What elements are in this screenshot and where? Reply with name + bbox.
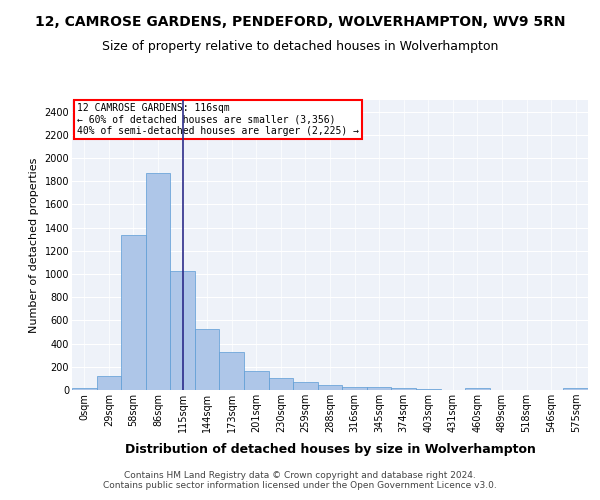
- Bar: [195, 328, 220, 390]
- Bar: [220, 352, 244, 390]
- Bar: [367, 387, 391, 390]
- Bar: [465, 388, 490, 390]
- Bar: [563, 388, 588, 390]
- Bar: [170, 270, 195, 390]
- Bar: [72, 388, 97, 390]
- Bar: [121, 234, 146, 390]
- Bar: [244, 372, 269, 390]
- Bar: [293, 382, 318, 390]
- Bar: [269, 378, 293, 390]
- Bar: [391, 388, 416, 390]
- Text: Size of property relative to detached houses in Wolverhampton: Size of property relative to detached ho…: [102, 40, 498, 53]
- Text: 12, CAMROSE GARDENS, PENDEFORD, WOLVERHAMPTON, WV9 5RN: 12, CAMROSE GARDENS, PENDEFORD, WOLVERHA…: [35, 15, 565, 29]
- Bar: [342, 386, 367, 390]
- Bar: [318, 386, 342, 390]
- Y-axis label: Number of detached properties: Number of detached properties: [29, 158, 39, 332]
- Text: Contains HM Land Registry data © Crown copyright and database right 2024.
Contai: Contains HM Land Registry data © Crown c…: [103, 470, 497, 490]
- Text: 12 CAMROSE GARDENS: 116sqm
← 60% of detached houses are smaller (3,356)
40% of s: 12 CAMROSE GARDENS: 116sqm ← 60% of deta…: [77, 103, 359, 136]
- Text: Distribution of detached houses by size in Wolverhampton: Distribution of detached houses by size …: [125, 442, 535, 456]
- Bar: [97, 376, 121, 390]
- Bar: [146, 173, 170, 390]
